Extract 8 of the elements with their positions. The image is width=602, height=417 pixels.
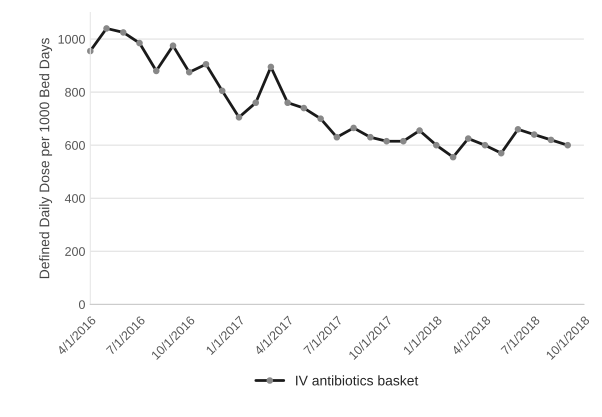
y-axis-title: Defined Daily Dose per 1000 Bed Days <box>39 38 52 278</box>
legend-label: IV antibiotics basket <box>296 375 418 386</box>
y-tick-label: 1000 <box>58 34 85 44</box>
y-tick-label: 200 <box>65 247 85 256</box>
y-tick-label: 600 <box>65 140 85 150</box>
y-tick-label: 400 <box>64 194 85 203</box>
y-tick-label: 0 <box>78 300 85 310</box>
y-tick-label: 800 <box>65 88 85 97</box>
